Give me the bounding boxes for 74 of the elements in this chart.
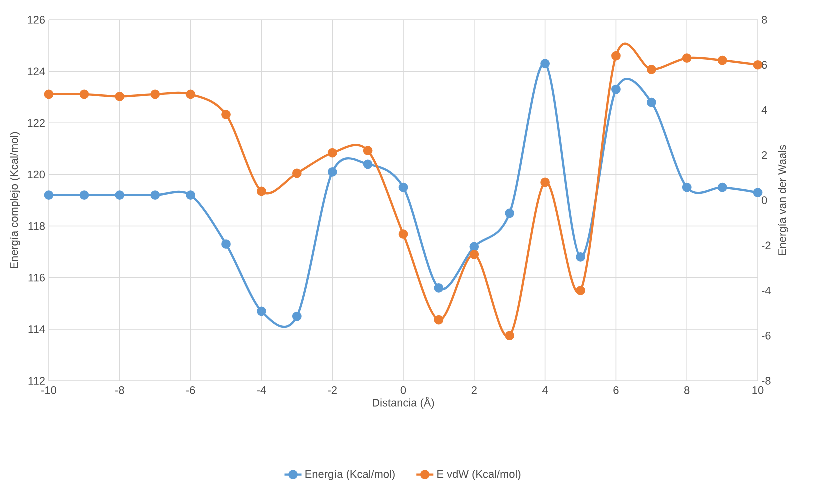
point bbox=[328, 167, 338, 177]
y-tick-label: 116 bbox=[28, 274, 45, 282]
point bbox=[434, 315, 444, 325]
x-tick-label: -6 bbox=[186, 386, 196, 394]
y2-tick-label: 4 bbox=[762, 106, 768, 114]
point bbox=[646, 64, 656, 74]
y2-axis-title: Energía van der Waals bbox=[778, 145, 788, 256]
point bbox=[80, 190, 90, 200]
point bbox=[576, 286, 586, 296]
y-tick-label: 124 bbox=[28, 68, 46, 76]
point bbox=[363, 160, 373, 170]
point bbox=[257, 306, 266, 316]
point bbox=[470, 242, 480, 252]
x-tick-label: -10 bbox=[42, 386, 56, 394]
point bbox=[115, 92, 125, 102]
point bbox=[753, 188, 763, 198]
x-axis-title: Distancia (Å) bbox=[373, 397, 434, 409]
y-tick-label: 122 bbox=[28, 119, 45, 127]
legend-label: E vdW (Kcal/mol) bbox=[438, 470, 521, 480]
y2-tick-label: -6 bbox=[762, 332, 771, 340]
point bbox=[505, 208, 515, 218]
y-tick-label: 112 bbox=[28, 377, 45, 385]
point bbox=[186, 190, 196, 200]
y-tick-label: 120 bbox=[28, 170, 46, 179]
point bbox=[470, 250, 480, 260]
point bbox=[576, 252, 586, 262]
point bbox=[682, 54, 692, 64]
legend-label: Energía (Kcal/mol) bbox=[306, 470, 395, 480]
x-tick-label: -2 bbox=[328, 386, 337, 394]
point bbox=[44, 190, 54, 200]
point bbox=[505, 331, 515, 341]
point bbox=[44, 90, 54, 100]
point bbox=[222, 110, 231, 120]
point bbox=[186, 90, 196, 100]
y2-tick-label: -8 bbox=[762, 377, 771, 385]
x-tick-label: 6 bbox=[614, 386, 619, 394]
point bbox=[398, 182, 408, 192]
point bbox=[363, 146, 373, 156]
point bbox=[540, 59, 550, 69]
point bbox=[612, 84, 621, 94]
x-tick-label: 2 bbox=[472, 386, 477, 394]
y-tick-label: 126 bbox=[28, 16, 45, 24]
y-tick-label: 118 bbox=[28, 222, 45, 230]
x-tick-label: 10 bbox=[752, 386, 764, 394]
y-axis-title: Energía complejo (Kcal/mol) bbox=[10, 132, 20, 268]
point bbox=[718, 56, 728, 66]
point bbox=[398, 230, 408, 240]
point bbox=[612, 51, 621, 61]
y-tick-label: 114 bbox=[28, 326, 46, 334]
x-tick-label: 0 bbox=[400, 386, 406, 394]
x-tick-label: 8 bbox=[684, 386, 690, 394]
point bbox=[80, 90, 90, 100]
point bbox=[257, 186, 266, 196]
y2-tick-label: 0 bbox=[762, 196, 768, 204]
x-tick-label: -8 bbox=[116, 386, 124, 394]
point bbox=[150, 190, 160, 200]
point bbox=[718, 182, 728, 192]
point bbox=[115, 190, 125, 200]
point bbox=[753, 60, 763, 70]
point bbox=[292, 168, 302, 178]
y2-tick-label: 8 bbox=[762, 16, 768, 24]
x-tick-label: -4 bbox=[257, 386, 266, 394]
point bbox=[222, 240, 231, 250]
y2-tick-label: -4 bbox=[762, 286, 771, 295]
point bbox=[646, 98, 656, 108]
y2-tick-label: -2 bbox=[762, 242, 771, 250]
y2-tick-label: 2 bbox=[762, 152, 768, 160]
point bbox=[292, 312, 302, 322]
point bbox=[328, 148, 338, 158]
x-tick-label: 4 bbox=[542, 386, 548, 394]
point bbox=[434, 283, 444, 293]
point bbox=[540, 178, 550, 188]
point bbox=[682, 182, 692, 192]
point bbox=[150, 90, 160, 100]
